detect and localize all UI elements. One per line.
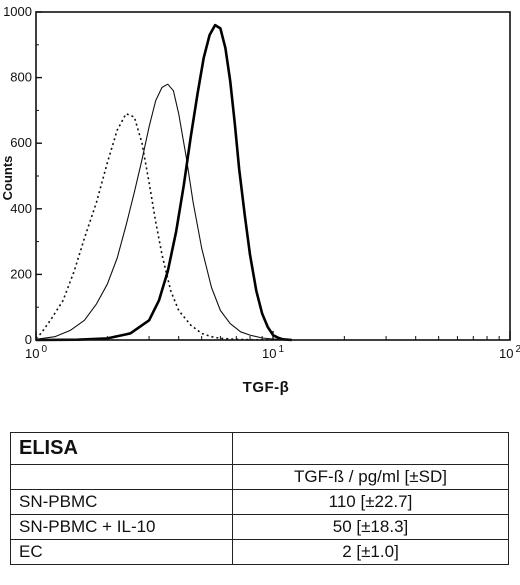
row-value: 50 [±18.3] [232,514,509,540]
histogram-figure: 0 200 400 600 800 1000 10 0 10 1 10 2 Counts TGF-β [0,4,520,396]
y-tick-label: 200 [10,266,32,281]
row-label: SN-PBMC [10,489,233,515]
x-tick-label: 10 0 [25,344,47,361]
table-header-empty-cell [10,464,233,490]
y-tick-label: 1000 [3,4,32,19]
y-tick-label: 0 [25,332,32,347]
plot-frame [35,11,511,341]
y-axis: 0 200 400 600 800 1000 [3,4,42,347]
elisa-table: ELISA TGF-ß / pg/ml [±SD] SN-PBMC 110 [±… [10,432,509,565]
table-header-row: TGF-ß / pg/ml [±SD] [10,464,509,490]
table-empty-cell [232,432,509,465]
x-axis-label: TGF-β [243,379,290,396]
table-row: SN-PBMC 110 [±22.7] [10,489,509,515]
y-tick-label: 800 [10,70,32,85]
table-row: EC 2 [±1.0] [10,539,509,565]
row-label: EC [10,539,233,565]
table-title-row: ELISA [10,432,509,465]
histogram-series-thin [35,83,283,341]
row-value: 2 [±1.0] [232,539,509,565]
table-title: ELISA [10,432,233,465]
y-axis-label: Counts [0,156,15,201]
table-row: SN-PBMC + IL-10 50 [±18.3] [10,514,509,540]
series-layer [35,23,292,342]
column-header: TGF-ß / pg/ml [±SD] [232,464,509,490]
x-tick-label: 10 1 [262,344,284,361]
histogram-series-dotted [35,112,274,341]
row-label: SN-PBMC + IL-10 [10,514,233,540]
x-axis: 10 0 10 1 10 2 [25,331,520,361]
y-tick-label: 600 [10,135,32,150]
histogram-chart: 0 200 400 600 800 1000 10 0 10 1 10 2 Counts TGF-β [0,4,520,396]
x-tick-label: 10 2 [499,344,520,361]
y-tick-label: 400 [10,201,32,216]
histogram-series-thick [35,23,292,342]
row-value: 110 [±22.7] [232,489,509,515]
